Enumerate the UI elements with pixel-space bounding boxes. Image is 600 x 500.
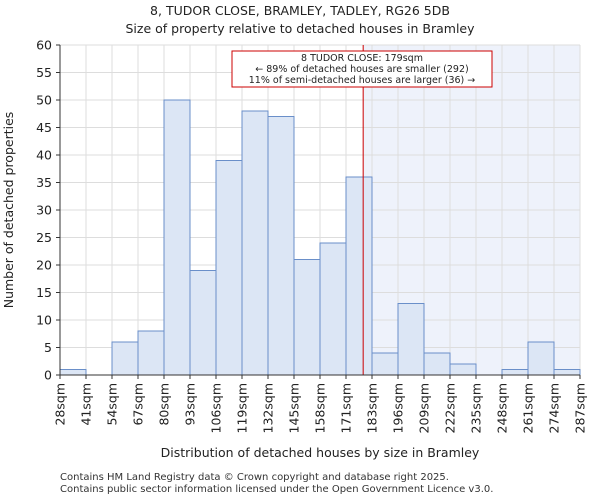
y-tick-label: 5 [44,340,52,355]
y-tick-label: 0 [44,368,52,383]
x-tick-label: 41sqm [79,383,94,426]
x-tick-label: 145sqm [287,383,302,433]
y-tick-label: 55 [36,65,52,80]
y-tick-label: 30 [36,203,52,218]
y-axis-label: Number of detached properties [1,112,16,309]
y-tick-label: 60 [36,38,52,53]
bar-158sqm [319,242,347,376]
bar-80sqm [163,99,191,376]
bar-119sqm [241,110,269,376]
x-tick-label: 28sqm [53,383,68,426]
bar-171sqm [345,176,373,376]
x-tick-label: 248sqm [495,383,510,433]
x-tick-label: 80sqm [157,383,172,426]
chart-title-line1: 8, TUDOR CLOSE, BRAMLEY, TADLEY, RG26 5D… [150,3,450,18]
y-tick-label: 40 [36,148,52,163]
x-tick-label: 93sqm [183,383,198,426]
bar-67sqm [137,330,165,376]
x-tick-label: 196sqm [391,383,406,433]
x-tick-label: 67sqm [131,383,146,426]
y-ticks: 0 5 10 15 20 25 30 35 40 45 50 55 60 [36,38,60,383]
y-tick-label: 45 [36,120,52,135]
x-tick-label: 235sqm [469,383,484,433]
x-tick-label: 132sqm [261,383,276,433]
x-tick-label: 171sqm [339,383,354,433]
x-ticks: 28sqm 41sqm 54sqm 67sqm 80sqm 93sqm 106sqm 119s… [53,375,588,433]
annotation-line3: 11% of semi-detached houses are larger (… [249,75,476,86]
footer-licence: Contains public sector information licen… [60,484,494,495]
x-tick-label: 222sqm [443,383,458,433]
y-tick-label: 10 [36,313,52,328]
bar-196sqm [397,303,425,376]
annotation-line1: 8 TUDOR CLOSE: 179sqm [301,53,423,64]
bars [59,99,581,376]
chart-title-line2: Size of property relative to detached ho… [125,21,475,36]
y-tick-label: 35 [36,175,52,190]
annotation-box: 8 TUDOR CLOSE: 179sqm ← 89% of detached … [231,50,493,88]
bar-132sqm [267,116,295,376]
y-tick-label: 50 [36,93,52,108]
x-tick-label: 261sqm [521,383,536,433]
x-tick-label: 274sqm [547,383,562,433]
histogram-chart: 0 5 10 15 20 25 30 35 40 45 50 55 60 28sqm 41sqm 54sqm… [1,38,588,461]
x-tick-label: 209sqm [417,383,432,433]
bar-209sqm [423,352,451,376]
x-tick-label: 183sqm [365,383,380,433]
bar-222sqm [449,363,477,376]
annotation-line2: ← 89% of detached houses are smaller (29… [255,64,468,75]
annotation-frame [231,50,493,88]
x-tick-label: 119sqm [235,383,250,433]
y-tick-label: 20 [36,258,52,273]
bar-28sqm [59,369,87,376]
x-axis-label: Distribution of detached houses by size … [161,445,480,460]
bar-93sqm [189,270,217,376]
x-tick-label: 106sqm [209,383,224,433]
x-tick-label: 158sqm [313,383,328,433]
y-tick-label: 25 [36,230,52,245]
y-tick-label: 15 [36,285,52,300]
bar-183sqm [371,352,399,376]
bar-248sqm [501,369,529,376]
bar-274sqm [553,369,581,376]
footer-copyright: Contains HM Land Registry data © Crown c… [60,472,449,483]
bar-106sqm [215,160,243,376]
bar-54sqm [111,341,139,376]
x-tick-label: 54sqm [105,383,120,426]
x-tick-label: 287sqm [573,383,588,433]
bar-261sqm [527,341,555,376]
bar-145sqm [293,259,321,376]
